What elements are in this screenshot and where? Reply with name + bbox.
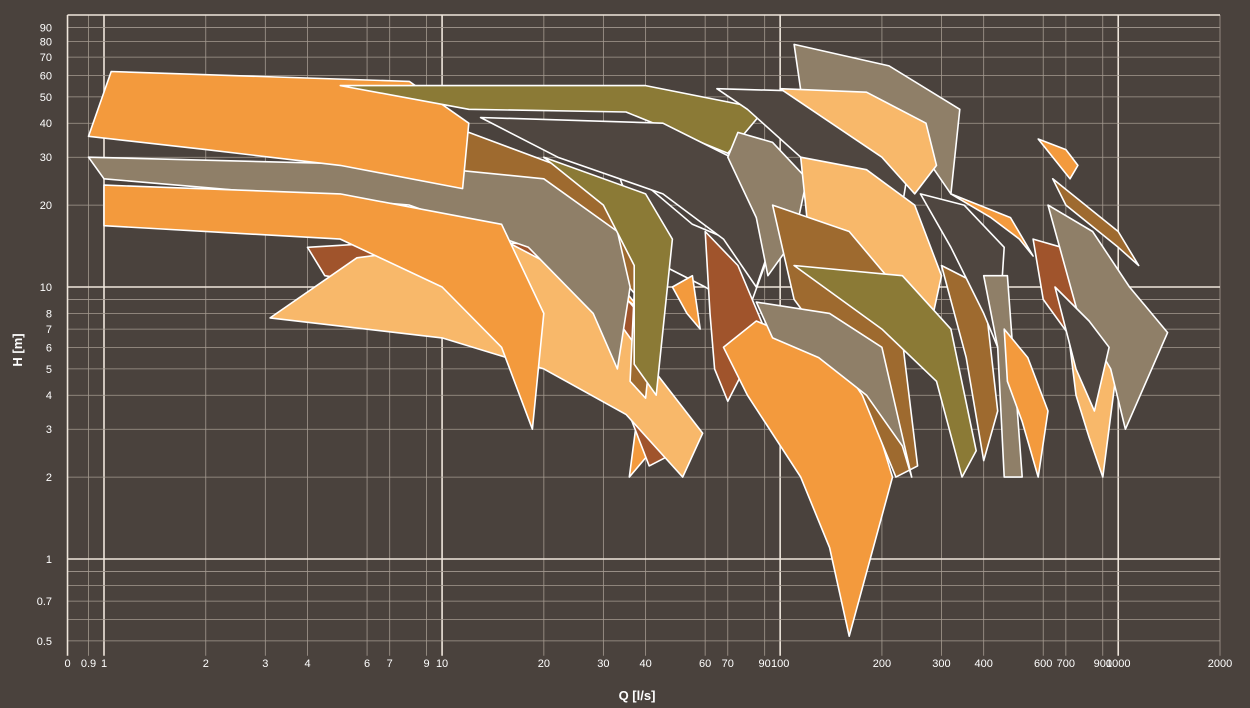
x-tick-label: 20	[538, 658, 550, 670]
y-tick-label: 40	[40, 118, 52, 130]
y-tick-label: 8	[46, 308, 52, 320]
performance-field-32	[1037, 138, 1079, 180]
performance-field-27	[1003, 328, 1049, 478]
x-tick-label: 900	[1094, 658, 1112, 670]
x-tick-label: 6	[364, 658, 370, 670]
performance-field-21	[755, 301, 913, 478]
performance-field-31	[1051, 178, 1140, 267]
x-tick-label: 300	[932, 658, 950, 670]
performance-field-13	[671, 274, 702, 330]
x-tick-label: 90	[759, 658, 771, 670]
y-tick-label: 3	[46, 424, 52, 436]
tick-labels: 0 0.9 1 2 3 4 6 7 9 10 20 30 40 60 70 90 100 200 300 400 600…	[37, 22, 1233, 670]
x-tick-label: 30	[597, 658, 609, 670]
y-tick-label: 20	[40, 200, 52, 212]
x-tick-label: 10	[436, 658, 448, 670]
performance-field-26	[982, 274, 1024, 478]
x-tick-label: 7	[387, 658, 393, 670]
x-tick-label: 700	[1057, 658, 1075, 670]
y-tick-label: 0.7	[37, 596, 52, 608]
y-tick-label: 10	[40, 282, 52, 294]
performance-field-7	[103, 184, 545, 431]
y-tick-label: 4	[46, 390, 52, 402]
y-tick-label: 60	[40, 70, 52, 82]
x-tick-label: 4	[304, 658, 310, 670]
performance-field-11	[479, 116, 782, 288]
x-tick-label: 600	[1034, 658, 1052, 670]
x-tick-label: 40	[639, 658, 651, 670]
performance-field-18	[779, 87, 938, 195]
y-tick-label: 90	[40, 22, 52, 34]
performance-field-22	[793, 264, 978, 478]
x-tick-label: 2000	[1208, 658, 1232, 670]
performance-fields	[87, 43, 1169, 638]
x-tick-label: 1000	[1106, 658, 1130, 670]
x-tick-label: 400	[975, 658, 993, 670]
performance-field-33	[1054, 286, 1110, 412]
x-tick-label: 100	[771, 658, 789, 670]
x-tick-label: 200	[873, 658, 891, 670]
y-axis-label: H [m]	[10, 333, 25, 366]
y-tick-label: 50	[40, 92, 52, 104]
x-tick-label: 70	[722, 658, 734, 670]
y-tick-label: 7	[46, 324, 52, 336]
y-tick-label: 80	[40, 36, 52, 48]
x-axis-label: Q [l/s]	[619, 688, 656, 703]
y-tick-label: 5	[46, 364, 52, 376]
x-tick-label: 9	[424, 658, 430, 670]
x-tick-label: 60	[699, 658, 711, 670]
x-tick-label: 0.9	[81, 658, 96, 670]
performance-field-25	[950, 193, 1034, 257]
x-tick-label: 1	[101, 658, 107, 670]
performance-field-14	[704, 230, 766, 403]
y-tick-label: 30	[40, 152, 52, 164]
performance-field-10	[542, 156, 674, 397]
y-tick-label: 2	[46, 472, 52, 484]
y-tick-label: 1	[46, 554, 52, 566]
performance-field-9	[339, 84, 766, 155]
x-tick-label: 0	[64, 658, 70, 670]
x-tick-label: 2	[203, 658, 209, 670]
y-tick-label: 0.5	[37, 636, 52, 648]
x-tick-label: 3	[262, 658, 268, 670]
y-tick-label: 6	[46, 342, 52, 354]
y-tick-label: 70	[40, 52, 52, 64]
